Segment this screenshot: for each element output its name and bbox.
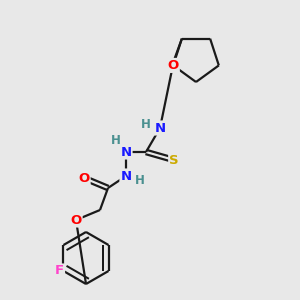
Text: O: O (167, 59, 179, 72)
Text: S: S (169, 154, 179, 166)
Text: H: H (135, 173, 145, 187)
Text: H: H (141, 118, 151, 130)
Text: O: O (78, 172, 90, 184)
Text: N: N (120, 169, 132, 182)
Text: O: O (70, 214, 82, 226)
Text: H: H (111, 134, 121, 146)
Text: N: N (154, 122, 166, 134)
Text: N: N (120, 146, 132, 158)
Text: F: F (55, 265, 64, 278)
